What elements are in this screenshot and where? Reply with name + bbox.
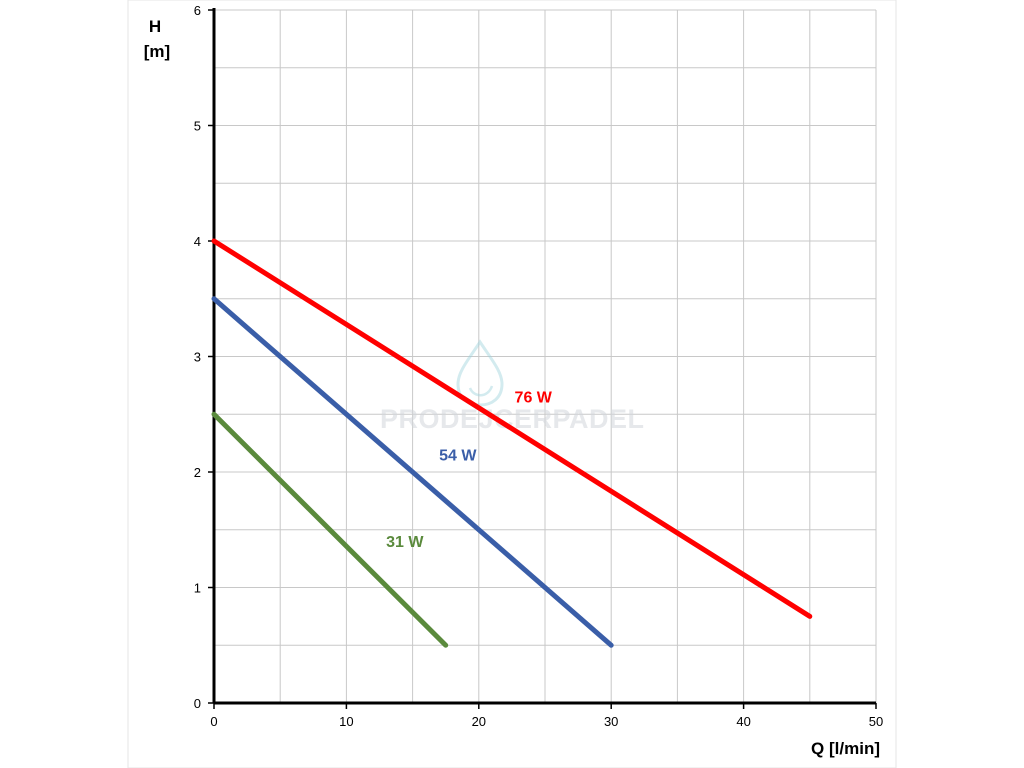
x-tick-label: 10 bbox=[339, 714, 353, 729]
series-line-76w bbox=[211, 238, 813, 619]
y-tick-label: 1 bbox=[194, 581, 201, 596]
grid-lines bbox=[214, 9, 877, 703]
y-tick-label: 0 bbox=[194, 696, 201, 711]
x-tick-label: 30 bbox=[604, 714, 618, 729]
y-tick-label: 3 bbox=[194, 350, 201, 365]
watermark: PRODEJCERPADEL bbox=[380, 339, 644, 434]
x-tick-label: 50 bbox=[869, 714, 883, 729]
tick-labels: 0 10 20 30 40 50 0 1 2 3 4 5 6 bbox=[194, 3, 883, 729]
y-tick-label: 5 bbox=[194, 119, 201, 134]
series-lines bbox=[211, 238, 813, 648]
chart-frame bbox=[127, 0, 897, 768]
series-label-31w: 31 W bbox=[386, 534, 424, 551]
series-labels: 76 W 54 W 31 W bbox=[386, 390, 553, 551]
y-tick-label: 2 bbox=[194, 465, 201, 480]
series-line-31w bbox=[211, 411, 449, 648]
x-tick-label: 20 bbox=[472, 714, 486, 729]
y-tick-label: 4 bbox=[194, 234, 201, 249]
series-label-76w: 76 W bbox=[515, 390, 553, 407]
x-tick-label: 0 bbox=[210, 714, 217, 729]
series-line-54w bbox=[211, 296, 614, 648]
y-tick-label: 6 bbox=[194, 3, 201, 18]
series-label-54w: 54 W bbox=[439, 447, 477, 464]
axes bbox=[208, 8, 877, 709]
y-axis-label-symbol: H bbox=[149, 17, 161, 36]
y-axis-label-unit: [m] bbox=[144, 42, 170, 61]
x-axis-label: Q [l/min] bbox=[811, 739, 880, 758]
water-drop-icon bbox=[456, 339, 504, 407]
x-tick-label: 40 bbox=[736, 714, 750, 729]
